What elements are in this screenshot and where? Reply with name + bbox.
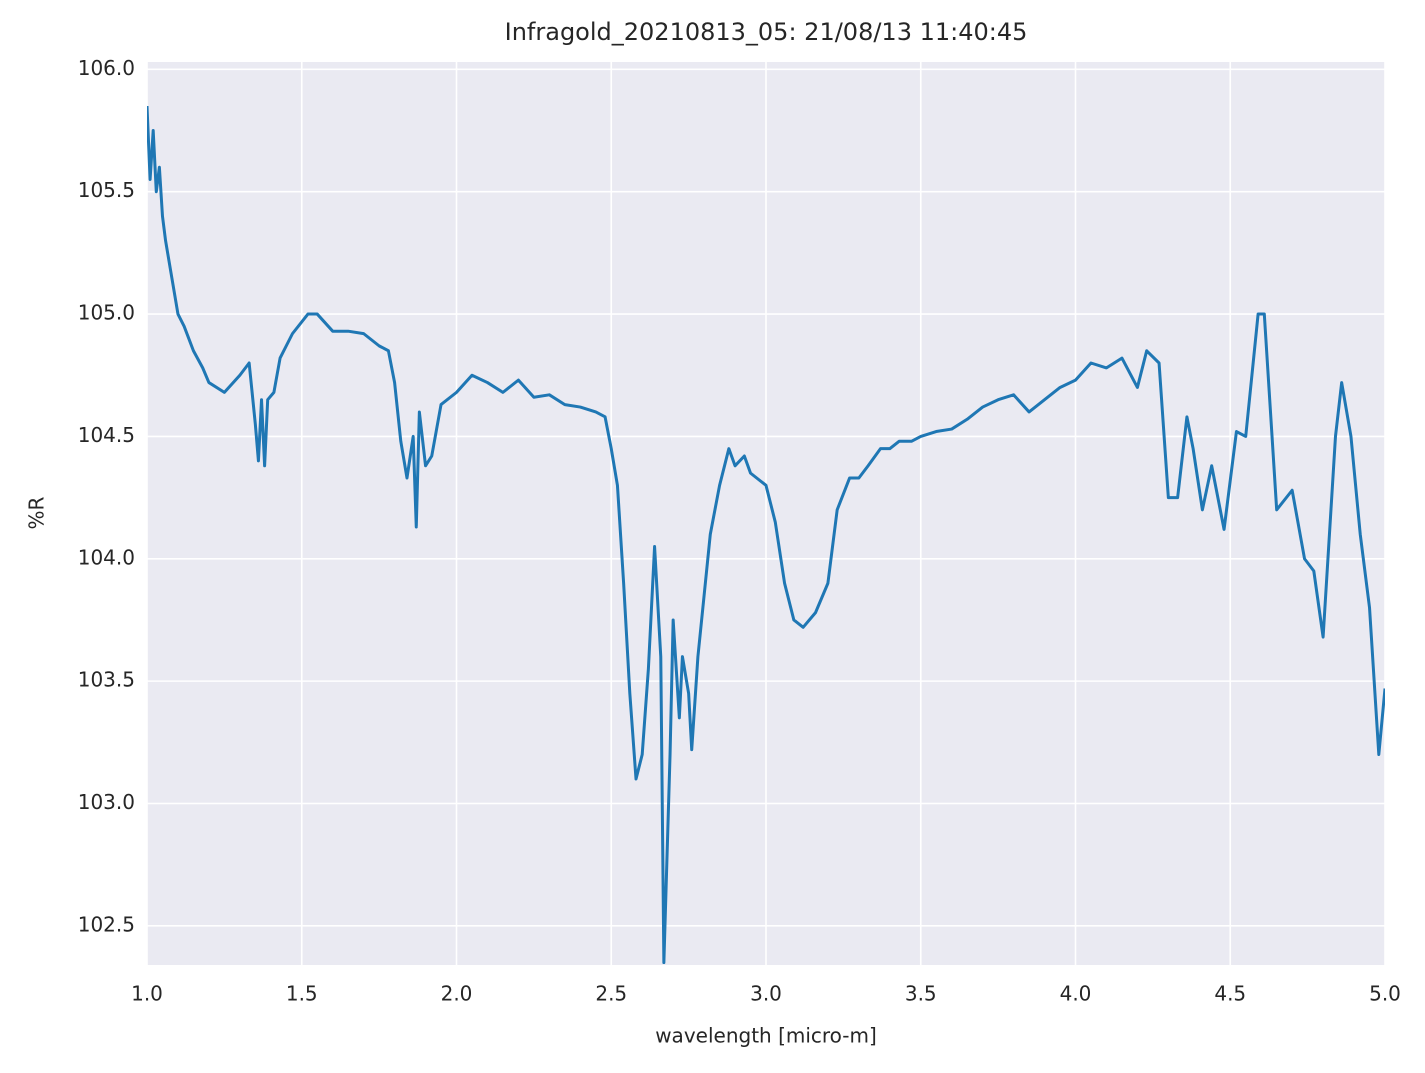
y-tick-label: 104.0 bbox=[78, 545, 135, 569]
x-axis-label: wavelength [micro-m] bbox=[655, 1024, 877, 1048]
y-tick-label: 106.0 bbox=[78, 56, 135, 80]
x-tick-label: 3.0 bbox=[750, 982, 782, 1006]
y-axis-label: %R bbox=[25, 496, 49, 529]
x-tick-label: 1.5 bbox=[286, 982, 318, 1006]
x-tick-label: 2.5 bbox=[595, 982, 627, 1006]
y-tick-label: 102.5 bbox=[78, 912, 135, 936]
x-tick-label: 5.0 bbox=[1369, 982, 1401, 1006]
x-tick-label: 1.0 bbox=[131, 982, 163, 1006]
y-tick-label: 103.5 bbox=[78, 668, 135, 692]
x-tick-label: 4.0 bbox=[1060, 982, 1092, 1006]
y-tick-label: 103.0 bbox=[78, 790, 135, 814]
y-tick-label: 104.5 bbox=[78, 423, 135, 447]
x-tick-label: 2.0 bbox=[441, 982, 473, 1006]
y-tick-label: 105.0 bbox=[78, 301, 135, 325]
x-tick-label: 4.5 bbox=[1214, 982, 1246, 1006]
y-tick-label: 105.5 bbox=[78, 178, 135, 202]
data-line bbox=[147, 105, 1385, 965]
chart-title: Infragold_20210813_05: 21/08/13 11:40:45 bbox=[505, 18, 1028, 46]
x-tick-label: 3.5 bbox=[905, 982, 937, 1006]
